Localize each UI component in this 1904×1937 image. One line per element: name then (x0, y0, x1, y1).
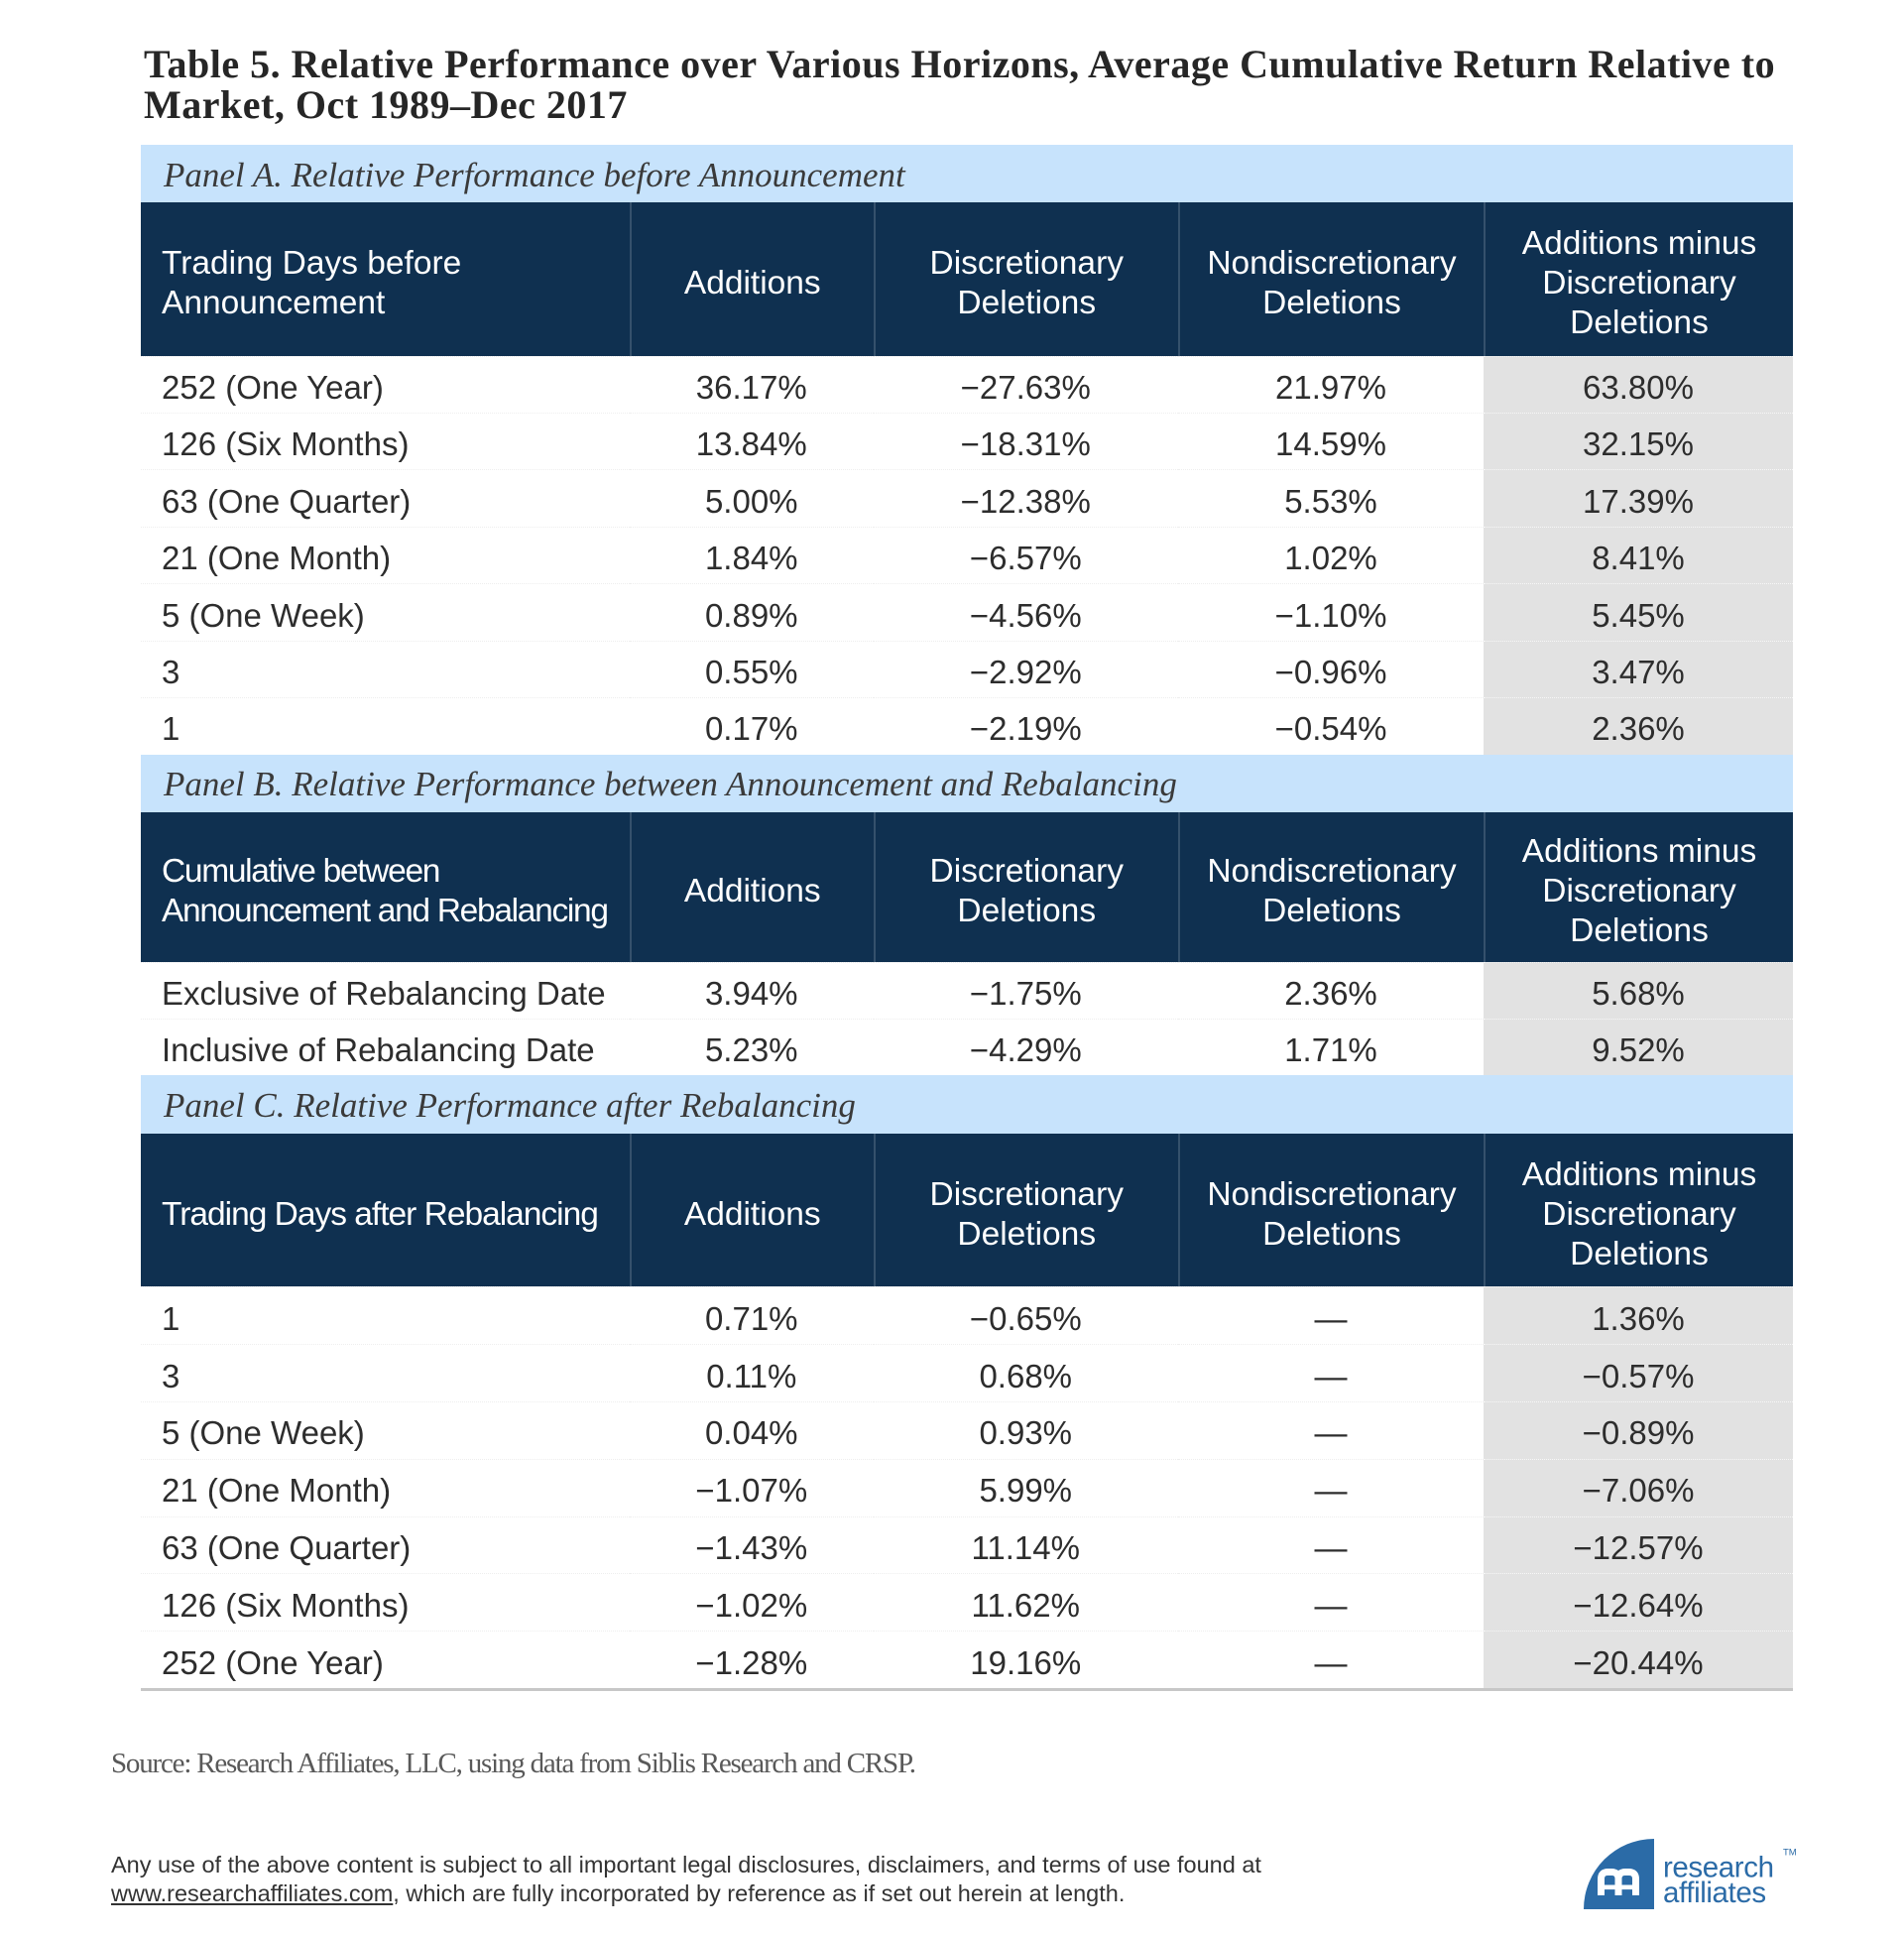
svg-text:affiliates: affiliates (1663, 1876, 1766, 1909)
svg-text:TM: TM (1783, 1848, 1797, 1859)
svg-text:research: research (1663, 1852, 1774, 1884)
